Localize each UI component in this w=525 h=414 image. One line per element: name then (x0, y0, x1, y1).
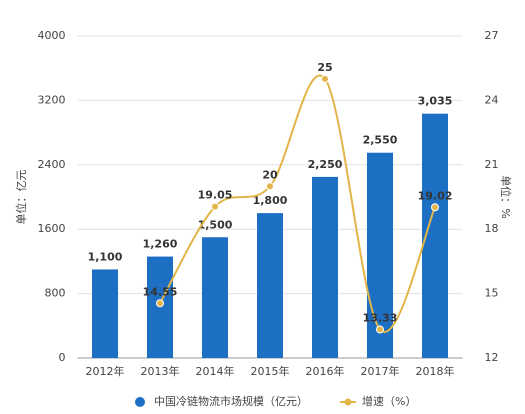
bar-value-label: 1,800 (253, 194, 288, 207)
y2-tick-label: 21 (485, 158, 499, 171)
x-tick-label: 2018年 (416, 364, 455, 378)
line-value-label: 14.55 (143, 285, 178, 298)
y2-tick-label: 15 (485, 287, 499, 300)
x-tick-label: 2015年 (251, 364, 290, 378)
line-value-label: 19.02 (418, 189, 453, 202)
y2-tick-label: 18 (485, 222, 499, 235)
y-tick-label: 2400 (38, 158, 66, 171)
y2-tick-label: 27 (485, 29, 499, 42)
bar (147, 256, 173, 358)
line-point (211, 202, 219, 211)
bar-value-label: 1,100 (88, 250, 123, 263)
bar (92, 269, 118, 358)
bar-value-label: 2,550 (363, 134, 398, 147)
bar (312, 176, 338, 358)
line-point (376, 325, 384, 334)
legend-label: 中国冷链物流市场规模（亿元） (154, 394, 308, 408)
line-point (156, 299, 164, 308)
x-tick-label: 2016年 (306, 364, 345, 378)
line-point (431, 203, 439, 212)
bar (257, 213, 283, 358)
y2-tick-label: 24 (485, 93, 499, 106)
line-value-label: 19.05 (198, 189, 233, 202)
x-tick-label: 2017年 (361, 364, 400, 378)
legend-label: 增速（%） (362, 394, 416, 408)
line-point (266, 182, 274, 191)
line-value-label: 25 (317, 61, 332, 74)
y-tick-label: 1600 (38, 222, 66, 235)
bar (367, 152, 393, 358)
line-point (321, 74, 329, 83)
y2-axis-label: 单位：% (499, 175, 513, 218)
bar-value-label: 3,035 (418, 95, 453, 108)
line-value-label: 13.33 (363, 311, 398, 324)
bar-value-label: 1,260 (143, 238, 178, 251)
y-tick-label: 0 (59, 351, 66, 364)
x-tick-label: 2014年 (196, 364, 235, 378)
y2-tick-label: 12 (485, 351, 499, 364)
x-tick-label: 2012年 (86, 364, 125, 378)
bar-value-label: 2,250 (308, 158, 343, 171)
legend-marker (135, 397, 145, 407)
bar (202, 237, 228, 358)
bar-value-label: 1,500 (198, 218, 233, 231)
legend-marker (344, 398, 352, 406)
x-tick-label: 2013年 (141, 364, 180, 378)
y-axis-label: 单位：亿元 (14, 170, 28, 225)
y-tick-label: 3200 (38, 93, 66, 106)
y-tick-label: 800 (45, 287, 66, 300)
y-tick-label: 4000 (38, 29, 66, 42)
line-value-label: 20 (262, 168, 278, 181)
